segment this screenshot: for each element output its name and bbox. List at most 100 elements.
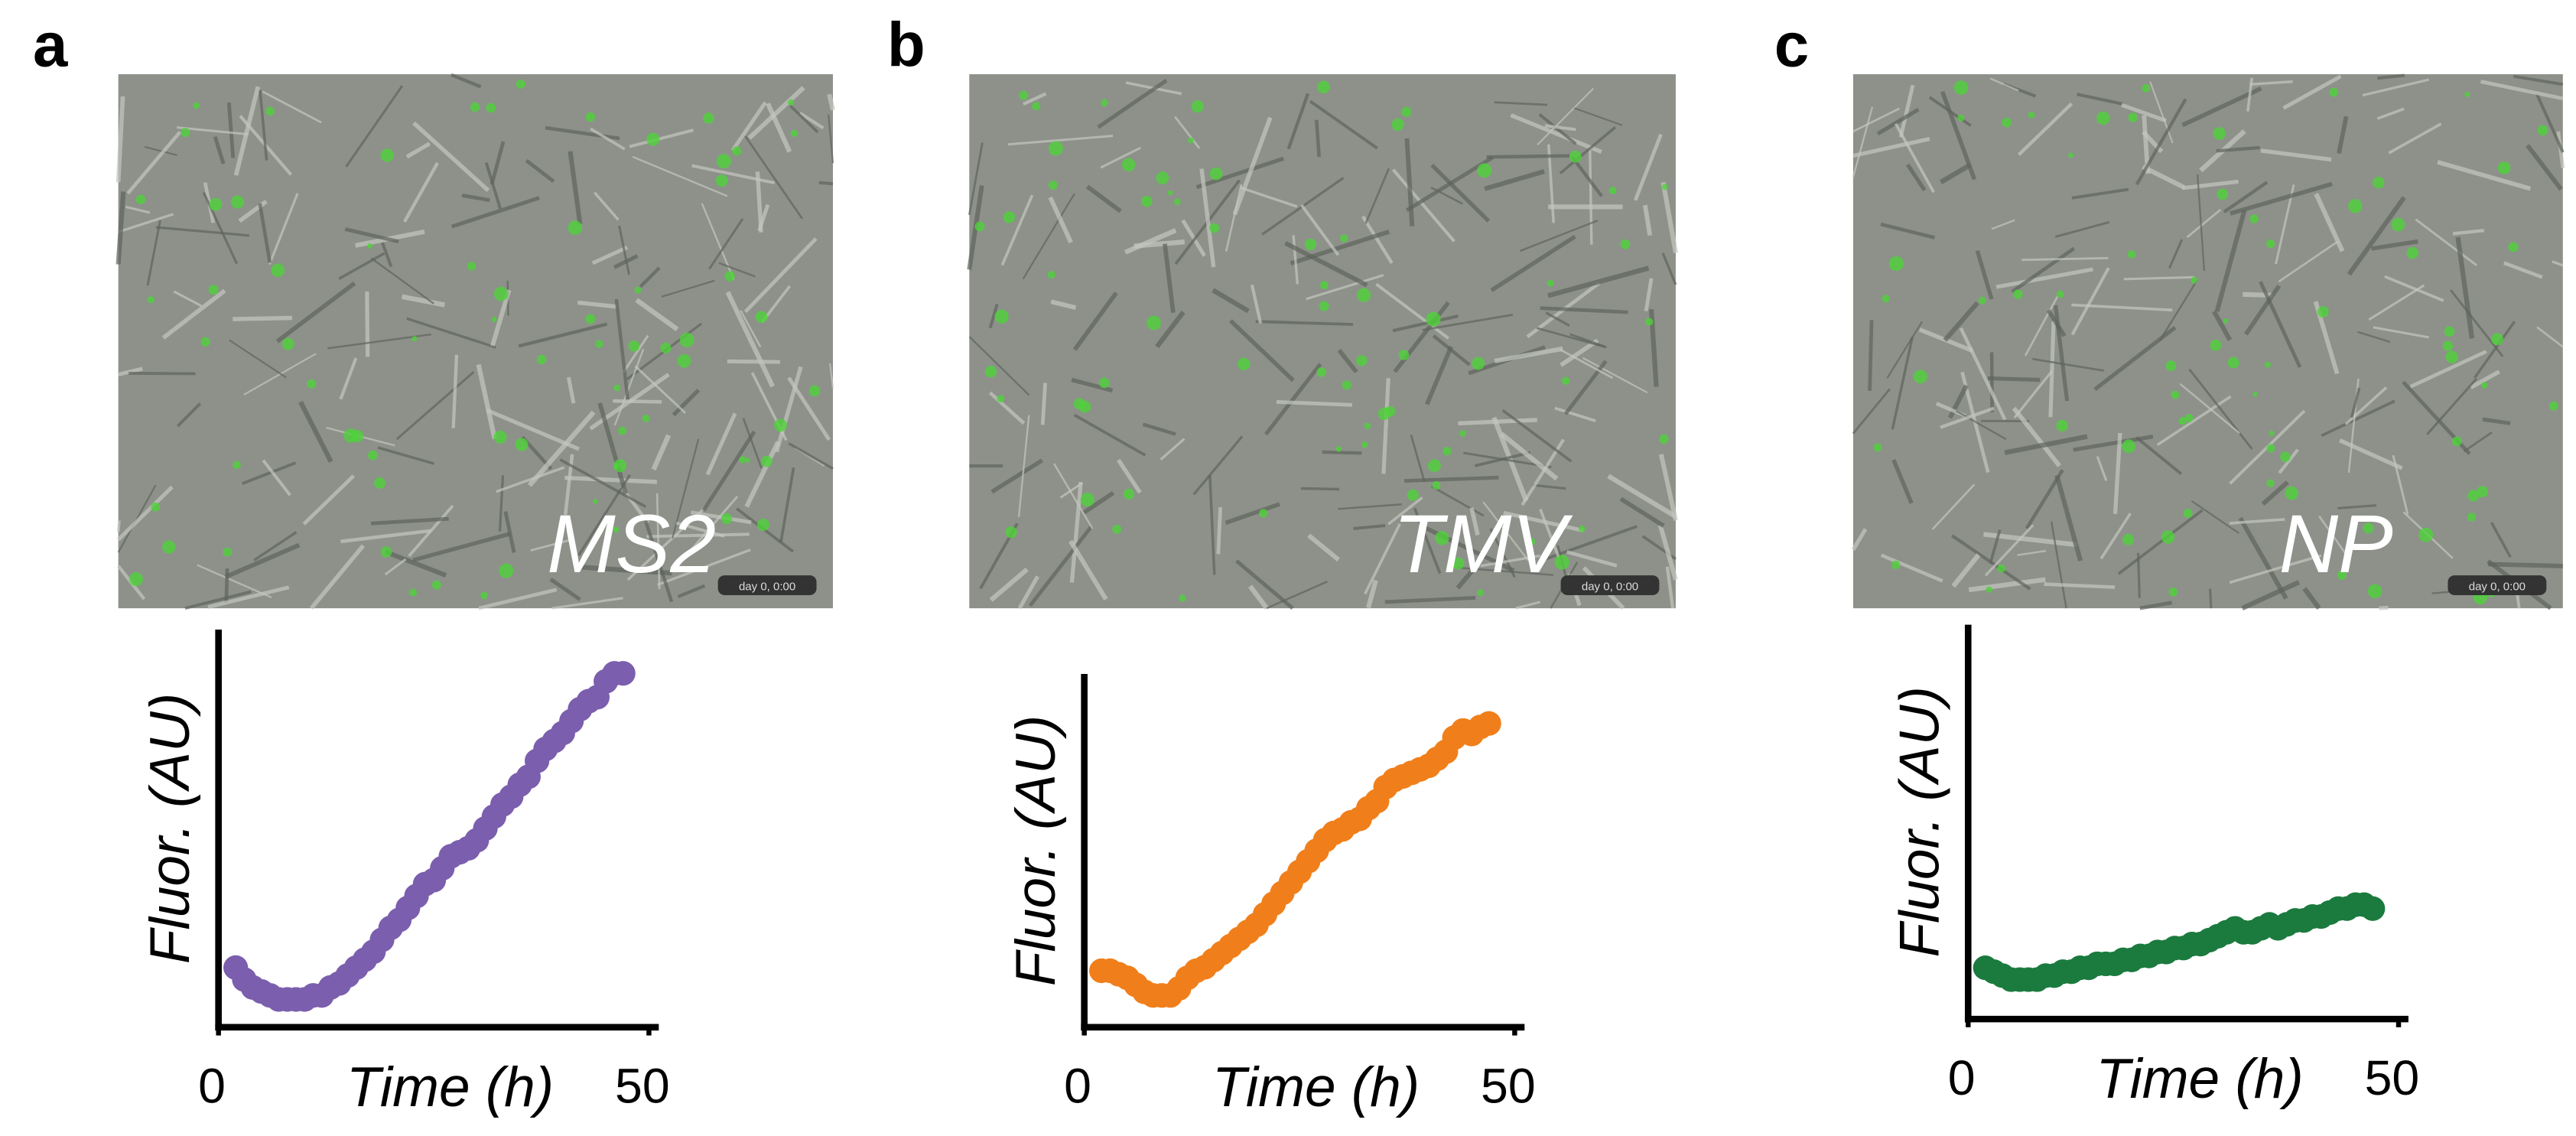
cell-texture — [1338, 503, 1402, 510]
cell-texture — [2181, 86, 2262, 128]
fluorescent-cell — [1098, 377, 1110, 389]
fluorescent-cell — [2128, 112, 2138, 122]
cell-texture — [115, 191, 126, 265]
cell-texture — [365, 291, 370, 357]
cell-texture — [2347, 196, 2406, 276]
fluorescent-cell — [613, 384, 621, 392]
cell-texture — [381, 242, 393, 268]
cell-texture — [988, 304, 999, 329]
fluorescent-cell — [808, 385, 821, 397]
cell-texture — [1989, 529, 2002, 565]
fluorescent-cell — [994, 309, 1009, 324]
fluorescent-cell — [2266, 479, 2275, 487]
fluorescent-cell — [200, 337, 210, 347]
cell-texture — [2214, 210, 2247, 312]
cell-texture — [1410, 435, 1426, 482]
cell-texture — [1891, 337, 1914, 430]
cell-texture — [1375, 282, 1449, 340]
cell-texture — [1510, 113, 1602, 154]
cell-texture — [1500, 431, 1559, 481]
fluorescent-cell — [2227, 356, 2239, 369]
cell-texture — [2186, 208, 2222, 239]
fluorescent-cell — [1209, 167, 1223, 181]
fluorescent-cell — [1407, 489, 1419, 501]
fluorescent-cell — [1527, 538, 1536, 546]
cell-texture — [262, 90, 322, 124]
fluorescent-cell — [1316, 367, 1326, 377]
cell-texture — [1494, 346, 1563, 363]
cell-texture — [1975, 249, 1994, 300]
cell-texture — [184, 590, 252, 610]
cell-texture — [275, 282, 356, 343]
cell-texture — [1163, 243, 1176, 314]
cell-texture — [1040, 382, 1047, 425]
cell-texture — [213, 136, 226, 164]
cell-texture — [672, 495, 739, 572]
cell-texture — [461, 193, 490, 203]
cell-texture — [1071, 377, 1114, 393]
x-tick-label: 50 — [1481, 1059, 1536, 1114]
cell-texture — [478, 588, 558, 610]
fluorescent-cell — [1047, 270, 1055, 279]
fluorescent-cell — [2013, 289, 2023, 299]
cell-texture — [302, 474, 356, 526]
cell-texture — [1951, 553, 1981, 588]
cell-texture — [2490, 522, 2512, 558]
fluorescent-cell — [716, 154, 731, 169]
cell-texture — [2409, 350, 2487, 389]
cell-texture — [2229, 518, 2285, 525]
cell-texture — [1995, 267, 2093, 289]
fluorescent-cell — [2464, 91, 2470, 98]
cell-texture — [1384, 596, 1476, 604]
fluorescent-cell — [491, 316, 497, 322]
cell-texture — [2357, 330, 2391, 343]
cell-texture — [1100, 146, 1141, 169]
cell-texture — [2012, 406, 2061, 467]
cell-texture — [2321, 399, 2395, 438]
fluorescent-cell — [2548, 401, 2558, 411]
x-tick-label: 0 — [1064, 1059, 1091, 1114]
cell-texture — [708, 218, 744, 270]
fluorescent-cell — [1304, 238, 1317, 251]
fluorescent-cell — [585, 112, 596, 122]
cell-texture — [1116, 458, 1142, 494]
cell-texture — [377, 446, 435, 465]
cell-texture — [1880, 553, 1943, 583]
fluorescent-cell — [2168, 588, 2178, 597]
fluorescent-cell — [1319, 301, 1329, 311]
cell-texture — [1939, 163, 1971, 185]
cell-texture — [1539, 509, 1560, 558]
fluorescent-cell — [2406, 246, 2419, 259]
cell-texture — [2113, 432, 2122, 514]
cell-texture — [1068, 539, 1108, 601]
cell-texture — [258, 203, 272, 263]
cell-texture — [757, 203, 770, 232]
cell-texture — [253, 531, 298, 561]
cell-texture — [744, 135, 804, 220]
fluorescent-cell — [757, 519, 769, 532]
cell-texture — [614, 298, 630, 405]
cell-texture — [490, 289, 512, 347]
cell-texture — [1266, 581, 1329, 610]
cell-texture — [2149, 81, 2174, 144]
fluorescent-cell — [1140, 195, 1153, 207]
fluorescent-cell — [515, 438, 529, 451]
cell-texture — [498, 475, 505, 532]
cell-texture — [730, 101, 767, 151]
fluorescent-cell — [618, 426, 627, 435]
cell-texture — [2388, 122, 2442, 155]
cell-texture — [1544, 124, 1576, 132]
fluorescent-cell — [1048, 181, 1058, 190]
fluorescent-cell — [1547, 279, 1554, 287]
timestamp-box — [1560, 575, 1660, 595]
fluorescent-cell — [2171, 390, 2180, 399]
cell-texture — [2260, 148, 2332, 162]
cell-texture — [207, 585, 290, 609]
fluorescent-cell — [1209, 223, 1220, 233]
cell-texture — [2337, 504, 2377, 509]
cell-texture — [2452, 229, 2484, 236]
fluorescent-cell — [1121, 158, 1136, 172]
cell-texture — [2487, 561, 2563, 568]
cell-texture — [1228, 319, 1295, 382]
